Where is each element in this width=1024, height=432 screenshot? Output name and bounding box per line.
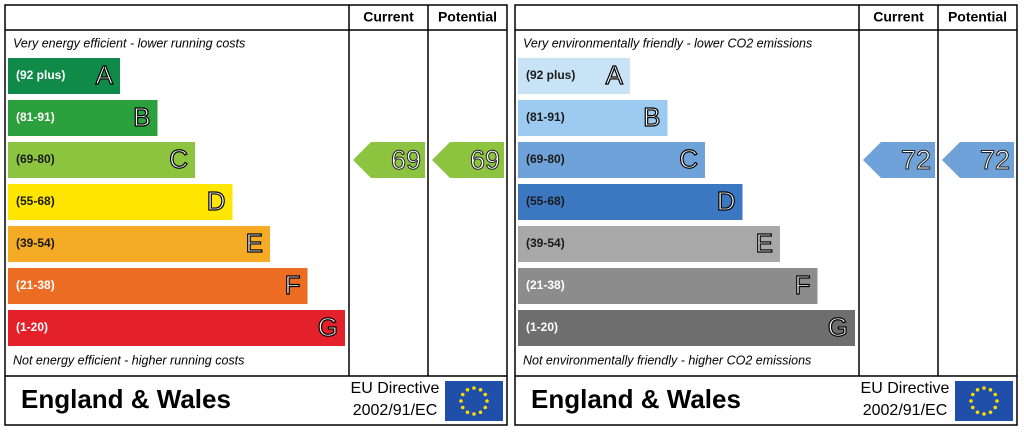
eu-star [993, 392, 998, 397]
rating-band [8, 310, 345, 346]
eu-star [483, 392, 488, 397]
eu-star [975, 410, 980, 415]
eu-star [988, 387, 993, 392]
band-range: (21-38) [526, 278, 565, 292]
eu-star [970, 405, 975, 410]
band-range: (69-80) [526, 152, 565, 166]
panel-frame [514, 4, 1018, 426]
rating-band [518, 142, 705, 178]
band-letter: F [795, 270, 811, 300]
eu-star [472, 412, 476, 416]
eu-star [460, 405, 465, 410]
band-range: (21-38) [16, 278, 55, 292]
eu-star [993, 405, 998, 410]
band-letter: C [679, 144, 698, 174]
rating-arrow [863, 142, 935, 178]
directive-line: EU Directive [861, 380, 950, 397]
band-range: (1-20) [16, 320, 48, 334]
column-header: Current [873, 9, 924, 25]
top-note: Very environmentally friendly - lower CO… [523, 36, 812, 50]
region: England & Wales [531, 384, 741, 414]
eu-star [988, 410, 993, 415]
band-letter: G [318, 312, 338, 342]
eu-star [472, 386, 476, 390]
rating-band [518, 58, 630, 94]
eu-star [478, 410, 483, 415]
rating-band [8, 268, 308, 304]
band-range: (55-68) [16, 194, 55, 208]
eu-star [982, 412, 986, 416]
region: England & Wales [21, 384, 231, 414]
rating-band [518, 100, 668, 136]
band-range: (92 plus) [526, 68, 575, 82]
rating-arrow [353, 142, 425, 178]
eu-star [995, 399, 999, 403]
band-letter: C [169, 144, 188, 174]
eu-star [459, 399, 463, 403]
top-note: Very energy efficient - lower running co… [13, 36, 245, 50]
rating-value: 69 [391, 145, 421, 175]
directive-line: 2002/91/EC [863, 402, 948, 419]
band-range: (69-80) [16, 152, 55, 166]
eu-star [478, 387, 483, 392]
panel-frame [4, 4, 508, 426]
directive-line: 2002/91/EC [353, 402, 438, 419]
eu-star [460, 392, 465, 397]
epc-panel: Current Potential Very environmentally fri… [514, 4, 1018, 426]
rating-arrow [432, 142, 504, 178]
eu-star [975, 387, 980, 392]
band-range: (39-54) [16, 236, 55, 250]
rating-band [8, 142, 195, 178]
rating-band [8, 100, 158, 136]
band-letter: B [133, 102, 150, 132]
rating-arrow [942, 142, 1014, 178]
rating-band [518, 226, 780, 262]
rating-band [8, 58, 120, 94]
column-header: Potential [948, 9, 1007, 25]
band-letter: A [606, 60, 624, 90]
band-letter: E [246, 228, 263, 258]
rating-band [8, 184, 233, 220]
eu-star [465, 410, 470, 415]
band-letter: D [207, 186, 226, 216]
column-header: Potential [438, 9, 497, 25]
rating-band [518, 184, 743, 220]
band-range: (1-20) [526, 320, 558, 334]
eu-star [465, 387, 470, 392]
rating-value: 72 [901, 145, 931, 175]
rating-band [518, 310, 855, 346]
rating-value: 72 [980, 145, 1010, 175]
band-letter: G [828, 312, 848, 342]
band-letter: A [96, 60, 114, 90]
band-range: (81-91) [526, 110, 565, 124]
rating-band [518, 268, 818, 304]
rating-band [8, 226, 270, 262]
column-header: Current [363, 9, 414, 25]
eu-star [483, 405, 488, 410]
bottom-note: Not environmentally friendly - higher CO… [523, 353, 811, 367]
band-range: (81-91) [16, 110, 55, 124]
eu-star [982, 386, 986, 390]
rating-value: 69 [470, 145, 500, 175]
eu-star [485, 399, 489, 403]
band-letter: D [717, 186, 736, 216]
eu-star [970, 392, 975, 397]
directive-line: EU Directive [351, 380, 440, 397]
band-letter: B [643, 102, 660, 132]
band-letter: E [756, 228, 773, 258]
band-range: (55-68) [526, 194, 565, 208]
epc-panel: Current Potential Very energy efficient - … [4, 4, 508, 426]
eu-star [969, 399, 973, 403]
bottom-note: Not energy efficient - higher running co… [13, 353, 244, 367]
band-range: (92 plus) [16, 68, 65, 82]
band-range: (39-54) [526, 236, 565, 250]
band-letter: F [285, 270, 301, 300]
